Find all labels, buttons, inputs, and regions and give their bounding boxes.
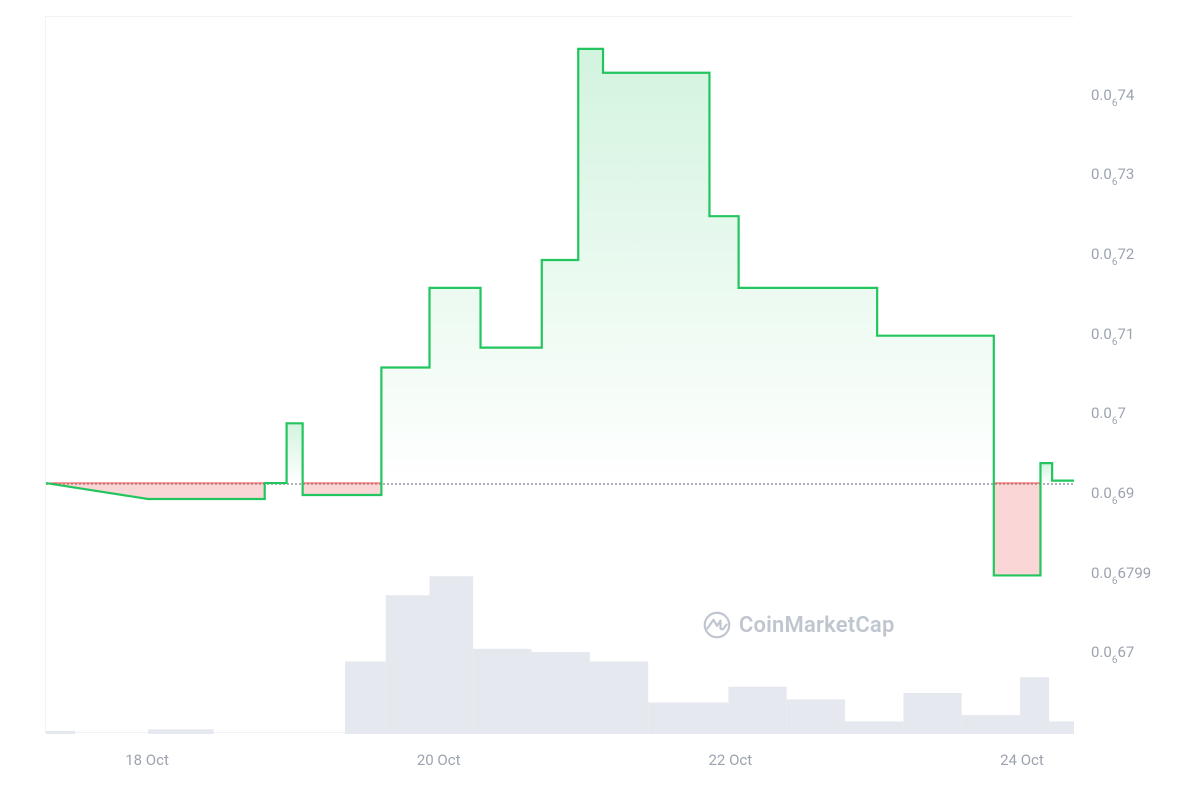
y-axis-label: 0.0673: [1091, 165, 1134, 186]
x-axis-label: 20 Oct: [417, 751, 461, 769]
area-below-baseline: [994, 483, 1041, 575]
x-axis-label: 24 Oct: [1000, 751, 1044, 769]
y-axis-label: 0.067: [1091, 404, 1126, 425]
x-axis-label: 22 Oct: [708, 751, 752, 769]
y-axis-label: 0.0674: [1091, 86, 1134, 107]
area-above-baseline: [381, 49, 993, 483]
y-axis-label: 0.0669: [1091, 484, 1134, 505]
y-axis-label: 0.0671: [1091, 325, 1134, 346]
area-below-baseline: [303, 483, 382, 495]
y-axis-label: 0.0672: [1091, 245, 1134, 266]
y-axis-label: 0.066799: [1091, 564, 1151, 585]
price-chart: 0.0674 0.0673 0.0672 0.0671 0.067 0.0669 0.066…: [0, 0, 1200, 800]
area-below-baseline: [46, 483, 287, 499]
y-axis-label: 0.0667: [1091, 643, 1134, 664]
area-above-baseline: [287, 423, 303, 483]
x-axis-label: 18 Oct: [125, 751, 169, 769]
price-layer: [46, 17, 1074, 734]
plot-area[interactable]: [45, 16, 1073, 733]
